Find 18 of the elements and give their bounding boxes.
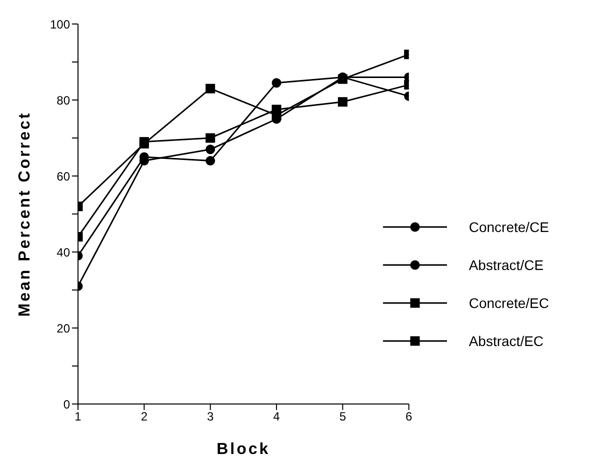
- x-tick-label: 5: [339, 410, 346, 424]
- x-tick-label: 1: [74, 410, 82, 424]
- y-tick-label: 40: [56, 245, 70, 260]
- y-axis-title: Mean Percent Correct: [16, 111, 34, 317]
- x-tick-label: 6: [406, 410, 412, 424]
- legend-label: Abstract/EC: [468, 333, 544, 349]
- x-tick-label: 3: [206, 410, 214, 424]
- y-tick-label: 0: [63, 397, 70, 412]
- legend-label: Concrete/CE: [468, 219, 549, 235]
- y-tick-label: 80: [56, 93, 70, 108]
- legend-label: Concrete/EC: [468, 295, 549, 311]
- y-tick-label: 100: [50, 17, 70, 32]
- y-tick-label: 60: [56, 169, 70, 184]
- x-axis-title: Block: [216, 441, 270, 458]
- legend-label: Abstract/CE: [468, 257, 544, 273]
- y-tick-label: 20: [56, 321, 70, 336]
- x-tick-label: 4: [273, 410, 280, 424]
- x-tick-label: 2: [140, 410, 148, 424]
